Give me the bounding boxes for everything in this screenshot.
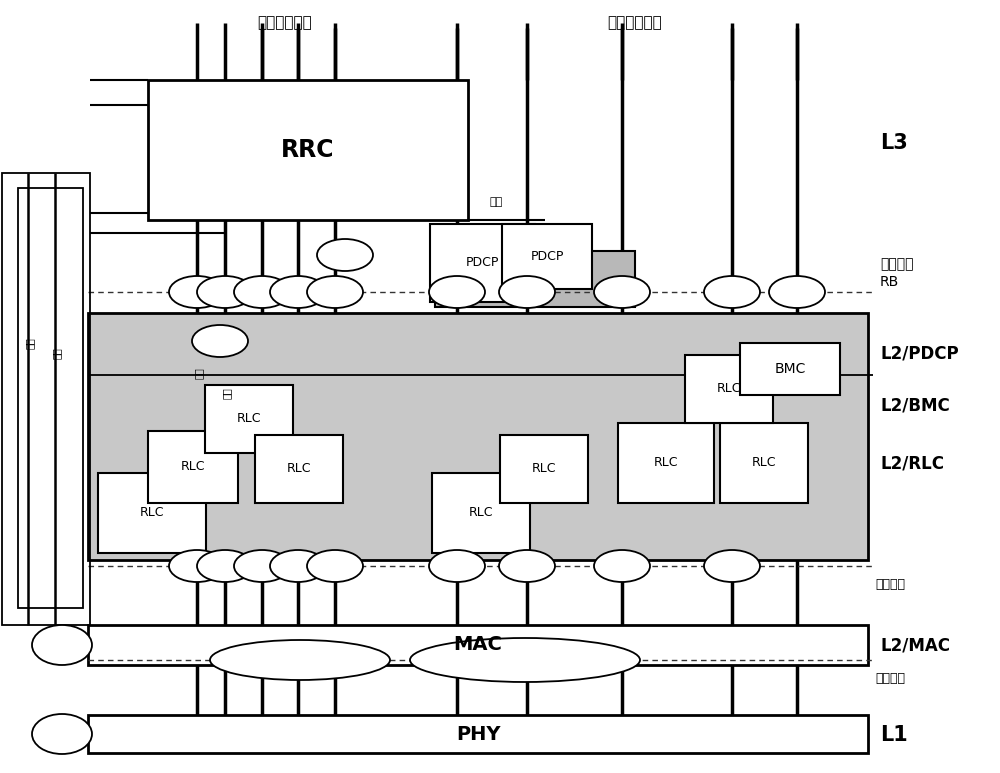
Text: L2/BMC: L2/BMC [880,396,950,414]
Text: 逻辑信道: 逻辑信道 [875,577,905,591]
Ellipse shape [429,276,485,308]
Ellipse shape [197,276,253,308]
Bar [500,435,588,503]
Text: PDCP: PDCP [465,257,499,270]
Text: RLC: RLC [717,383,741,396]
Ellipse shape [192,325,248,357]
Text: 用户平面信息: 用户平面信息 [608,15,662,30]
Ellipse shape [234,550,290,582]
Text: 控制: 控制 [490,197,503,207]
Bar [502,224,592,289]
Text: RLC: RLC [287,462,311,475]
Ellipse shape [307,276,363,308]
Text: BMC: BMC [774,362,806,376]
Text: RLC: RLC [469,506,493,519]
Bar [148,431,238,503]
Bar [685,355,773,423]
Text: 控制: 控制 [52,347,62,359]
Text: RRC: RRC [281,138,335,162]
Text: RLC: RLC [181,461,205,474]
Bar [618,423,714,503]
Bar [255,435,343,503]
Bar [98,473,206,553]
Ellipse shape [32,714,92,754]
Text: RLC: RLC [654,457,678,469]
Text: PDCP: PDCP [530,250,564,264]
Ellipse shape [169,550,225,582]
Ellipse shape [270,276,326,308]
Text: RLC: RLC [752,457,776,469]
Bar [148,80,468,220]
Text: L1: L1 [880,725,908,745]
Ellipse shape [307,550,363,582]
Text: 控制: 控制 [194,367,204,379]
Bar [88,625,868,665]
Text: RLC: RLC [237,413,261,425]
Bar [430,224,535,302]
Ellipse shape [429,550,485,582]
Ellipse shape [704,276,760,308]
Bar [205,385,293,453]
Ellipse shape [234,276,290,308]
Ellipse shape [169,276,225,308]
Ellipse shape [270,550,326,582]
Bar [435,251,635,307]
Bar [88,313,868,560]
Text: RLC: RLC [532,462,556,475]
Ellipse shape [594,550,650,582]
Text: L2/PDCP: L2/PDCP [880,344,959,362]
Ellipse shape [499,550,555,582]
Ellipse shape [317,239,373,271]
Text: L3: L3 [880,133,908,153]
Text: 传输信道: 传输信道 [875,672,905,685]
Ellipse shape [410,638,640,682]
Bar [720,423,808,503]
Ellipse shape [32,625,92,665]
Ellipse shape [197,550,253,582]
Ellipse shape [769,276,825,308]
Bar [2,173,90,625]
Ellipse shape [499,276,555,308]
Text: PHY: PHY [456,724,500,744]
Ellipse shape [594,276,650,308]
Text: 控制: 控制 [25,337,35,349]
Text: 控制平面信令: 控制平面信令 [258,15,312,30]
Bar [88,715,868,753]
Bar [740,343,840,395]
Text: 无线承载
RB: 无线承载 RB [880,257,914,289]
Text: L2/MAC: L2/MAC [880,636,950,654]
Bar [18,188,83,608]
Text: L2/RLC: L2/RLC [880,454,944,472]
Text: RLC: RLC [140,506,164,519]
Ellipse shape [210,640,390,680]
Text: 控制: 控制 [222,387,232,399]
Bar [432,473,530,553]
Ellipse shape [704,550,760,582]
Text: MAC: MAC [454,635,502,655]
